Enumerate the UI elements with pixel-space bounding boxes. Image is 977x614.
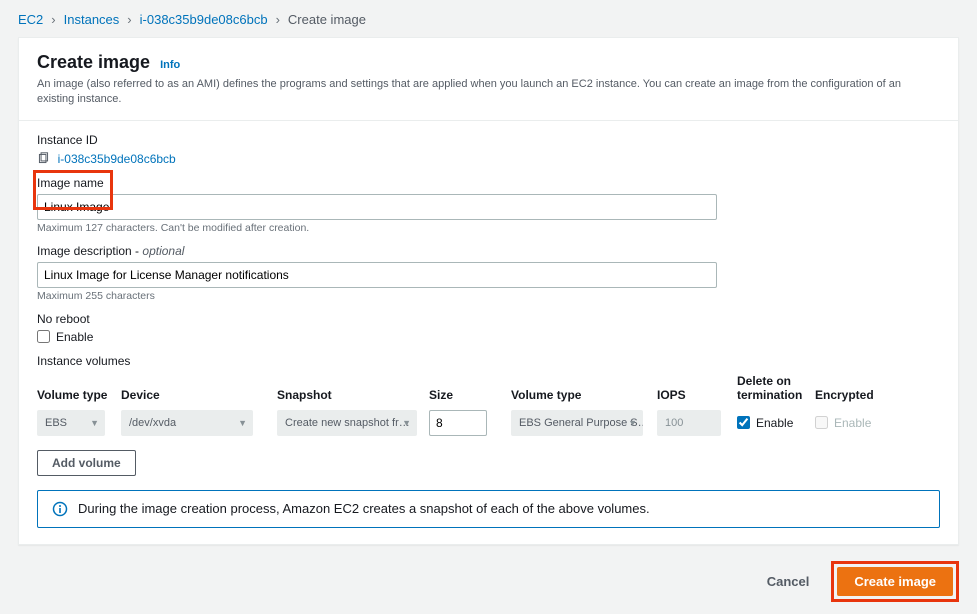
caret-down-icon: ▼ [628, 418, 637, 428]
volume-type-select[interactable]: EBS▼ [37, 410, 105, 436]
col-snapshot: Snapshot [277, 388, 429, 402]
col-device: Device [121, 388, 277, 402]
breadcrumb-current: Create image [288, 12, 366, 27]
caret-down-icon: ▼ [238, 418, 247, 428]
volumes-header: Volume type Device Snapshot Size Volume … [37, 374, 940, 402]
chevron-right-icon: › [127, 12, 131, 27]
image-name-input[interactable] [37, 194, 717, 220]
create-image-button[interactable]: Create image [837, 567, 953, 596]
caret-down-icon: ▼ [90, 418, 99, 428]
breadcrumb-instances[interactable]: Instances [64, 12, 120, 27]
device-select[interactable]: /dev/xvda▼ [121, 410, 253, 436]
image-name-label: Image name [37, 176, 940, 190]
breadcrumb: EC2 › Instances › i-038c35b9de08c6bcb › … [18, 12, 959, 27]
col-volume-type2: Volume type [511, 388, 657, 402]
caret-down-icon: ▼ [402, 418, 411, 428]
instance-id-label: Instance ID [37, 133, 940, 147]
breadcrumb-ec2[interactable]: EC2 [18, 12, 43, 27]
no-reboot-checkbox[interactable] [37, 330, 50, 343]
copy-icon[interactable] [37, 152, 50, 165]
highlight-create-image: Create image [831, 561, 959, 602]
add-volume-button[interactable]: Add volume [37, 450, 136, 476]
breadcrumb-instance-id[interactable]: i-038c35b9de08c6bcb [140, 12, 268, 27]
info-box-text: During the image creation process, Amazo… [78, 501, 650, 516]
footer: Cancel Create image [18, 561, 959, 602]
image-description-label: Image description - optional [37, 244, 940, 258]
col-size: Size [429, 388, 511, 402]
col-encrypted: Encrypted [815, 388, 893, 402]
encrypted-checkbox: Enable [815, 416, 893, 430]
instance-id-link[interactable]: i-038c35b9de08c6bcb [58, 152, 176, 166]
volume-row: EBS▼ /dev/xvda▼ Create new snapshot fr…▼ [37, 410, 940, 436]
chevron-right-icon: › [51, 12, 55, 27]
instance-volumes-label: Instance volumes [37, 354, 940, 368]
info-icon [52, 501, 68, 517]
no-reboot-enable-label: Enable [56, 330, 93, 344]
info-link[interactable]: Info [160, 59, 180, 71]
iops-value: 100 [657, 410, 721, 436]
col-volume-type: Volume type [37, 388, 121, 402]
snapshot-select[interactable]: Create new snapshot fr…▼ [277, 410, 417, 436]
info-box: During the image creation process, Amazo… [37, 490, 940, 528]
no-reboot-label: No reboot [37, 312, 940, 326]
size-input[interactable] [429, 410, 487, 436]
create-image-panel: Create image Info An image (also referre… [18, 37, 959, 545]
divider [19, 120, 958, 121]
image-name-help: Maximum 127 characters. Can't be modifie… [37, 222, 940, 234]
cancel-button[interactable]: Cancel [757, 568, 820, 595]
page-description: An image (also referred to as an AMI) de… [37, 77, 940, 108]
col-delete-on-termination: Delete ontermination [737, 374, 815, 402]
chevron-right-icon: › [276, 12, 280, 27]
page-title: Create image [37, 52, 150, 73]
image-description-input[interactable] [37, 262, 717, 288]
col-iops: IOPS [657, 388, 737, 402]
delete-on-termination-checkbox[interactable]: Enable [737, 416, 815, 430]
image-description-help: Maximum 255 characters [37, 290, 940, 302]
volume-type2-select[interactable]: EBS General Purpose S…▼ [511, 410, 643, 436]
